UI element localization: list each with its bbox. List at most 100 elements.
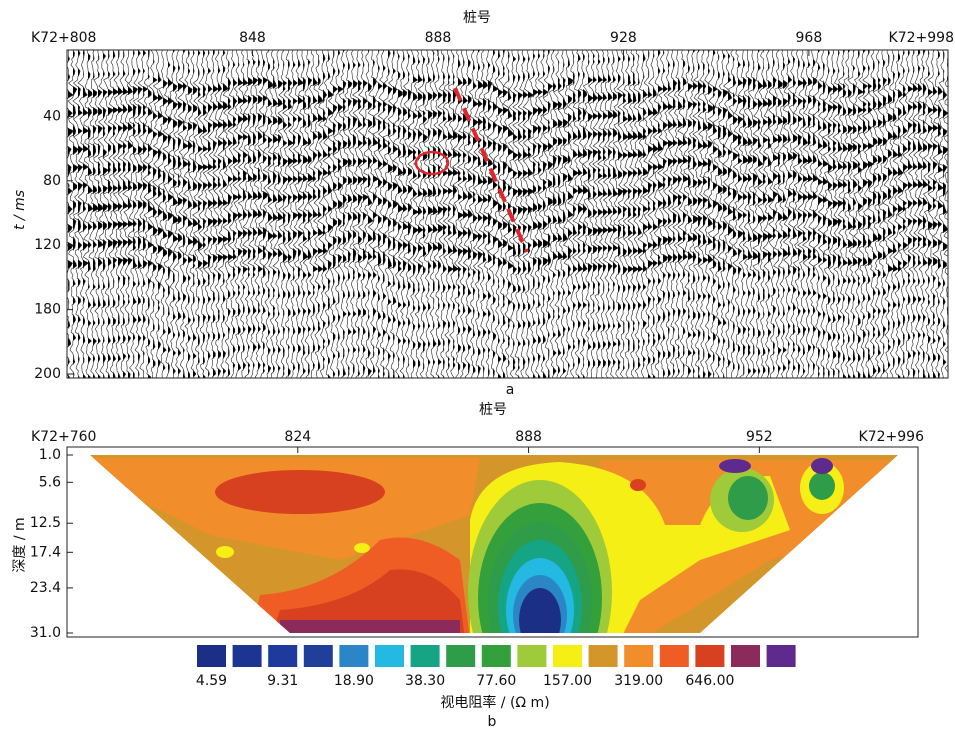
x-tick-label: 824 <box>284 429 311 445</box>
trace <box>557 50 568 378</box>
trace-fill <box>903 50 909 378</box>
trace <box>748 50 759 378</box>
trace <box>133 50 143 378</box>
trace-fill <box>768 50 775 378</box>
colorbar-tick-label: 646.00 <box>685 673 734 689</box>
color-swatch <box>695 645 725 667</box>
trace <box>642 50 654 378</box>
x-tick-label: K72+760 <box>31 429 96 445</box>
trace <box>792 50 804 378</box>
trace <box>253 50 263 378</box>
trace <box>622 50 635 378</box>
trace <box>117 50 129 378</box>
trace <box>442 50 454 378</box>
trace <box>667 50 679 378</box>
trace <box>892 50 904 378</box>
trace <box>493 50 504 378</box>
trace <box>188 50 198 378</box>
trace <box>627 50 640 378</box>
trace <box>277 50 289 378</box>
trace <box>152 50 164 378</box>
trace <box>192 50 204 378</box>
trace <box>932 50 944 378</box>
trace-fill <box>253 50 259 378</box>
y-tick-label: 1.0 <box>39 447 61 463</box>
trace-fill <box>908 50 914 378</box>
trace-fill <box>813 50 819 378</box>
trace-fill <box>88 50 94 378</box>
trace-fill <box>333 50 339 378</box>
trace <box>732 50 744 378</box>
x-tick-label: 848 <box>239 30 266 46</box>
color-swatch <box>624 645 654 667</box>
trace <box>652 50 664 378</box>
trace <box>517 50 529 378</box>
trace <box>692 50 704 378</box>
trace <box>206 50 219 378</box>
trace-fill <box>623 50 630 378</box>
trace <box>282 50 294 378</box>
trace <box>367 50 379 378</box>
y-axis-title: 深度 / m <box>12 517 28 572</box>
trace <box>542 50 553 378</box>
trace-fill <box>638 50 644 378</box>
trace-fill <box>538 50 544 378</box>
trace <box>938 50 948 378</box>
trace-fill <box>648 50 655 378</box>
contour-region <box>809 472 835 500</box>
trace <box>822 50 834 378</box>
x-tick-label: 888 <box>515 429 542 445</box>
trace <box>467 50 479 378</box>
trace <box>168 50 179 378</box>
caption: b <box>488 714 497 730</box>
trace-fill <box>763 50 770 378</box>
trace-fill <box>453 50 460 378</box>
trace <box>67 50 79 378</box>
trace <box>612 50 624 378</box>
trace-fill <box>523 50 529 378</box>
trace <box>382 50 393 378</box>
trace-fill <box>568 50 574 378</box>
trace <box>267 50 279 378</box>
trace <box>288 50 299 378</box>
trace <box>671 50 684 378</box>
y-tick-label: 80 <box>43 173 61 189</box>
trace-fill <box>273 50 279 378</box>
trace-fill <box>558 50 564 378</box>
trace <box>338 50 348 378</box>
trace-fill <box>218 50 225 378</box>
trace <box>577 50 589 378</box>
x-axis-title: 桩号 <box>463 9 491 26</box>
trace <box>862 50 874 378</box>
trace-fill <box>228 50 235 378</box>
trace-fill <box>193 50 199 378</box>
trace-fill <box>883 50 888 378</box>
trace-fill <box>328 50 335 378</box>
trace-fill <box>143 50 149 378</box>
trace <box>787 50 798 378</box>
trace <box>508 50 519 378</box>
trace <box>423 50 433 378</box>
trace <box>403 50 414 378</box>
trace <box>728 50 739 378</box>
color-swatch <box>268 645 298 667</box>
y-tick-label: 12.5 <box>30 515 61 531</box>
trace-fill <box>303 50 309 378</box>
trace <box>317 50 329 378</box>
trace <box>796 50 809 378</box>
trace <box>567 50 579 378</box>
trace-fill <box>483 50 489 378</box>
trace <box>548 50 559 378</box>
x-tick-label: 888 <box>425 30 452 46</box>
trace <box>882 50 894 378</box>
trace <box>757 50 769 378</box>
trace <box>158 50 169 378</box>
trace-fill <box>133 50 138 378</box>
trace <box>563 50 574 378</box>
trace <box>247 50 258 378</box>
trace <box>522 50 534 378</box>
trace-fill <box>418 50 424 378</box>
trace <box>877 50 888 378</box>
x-tick-label: 968 <box>796 30 823 46</box>
trace <box>102 50 114 378</box>
